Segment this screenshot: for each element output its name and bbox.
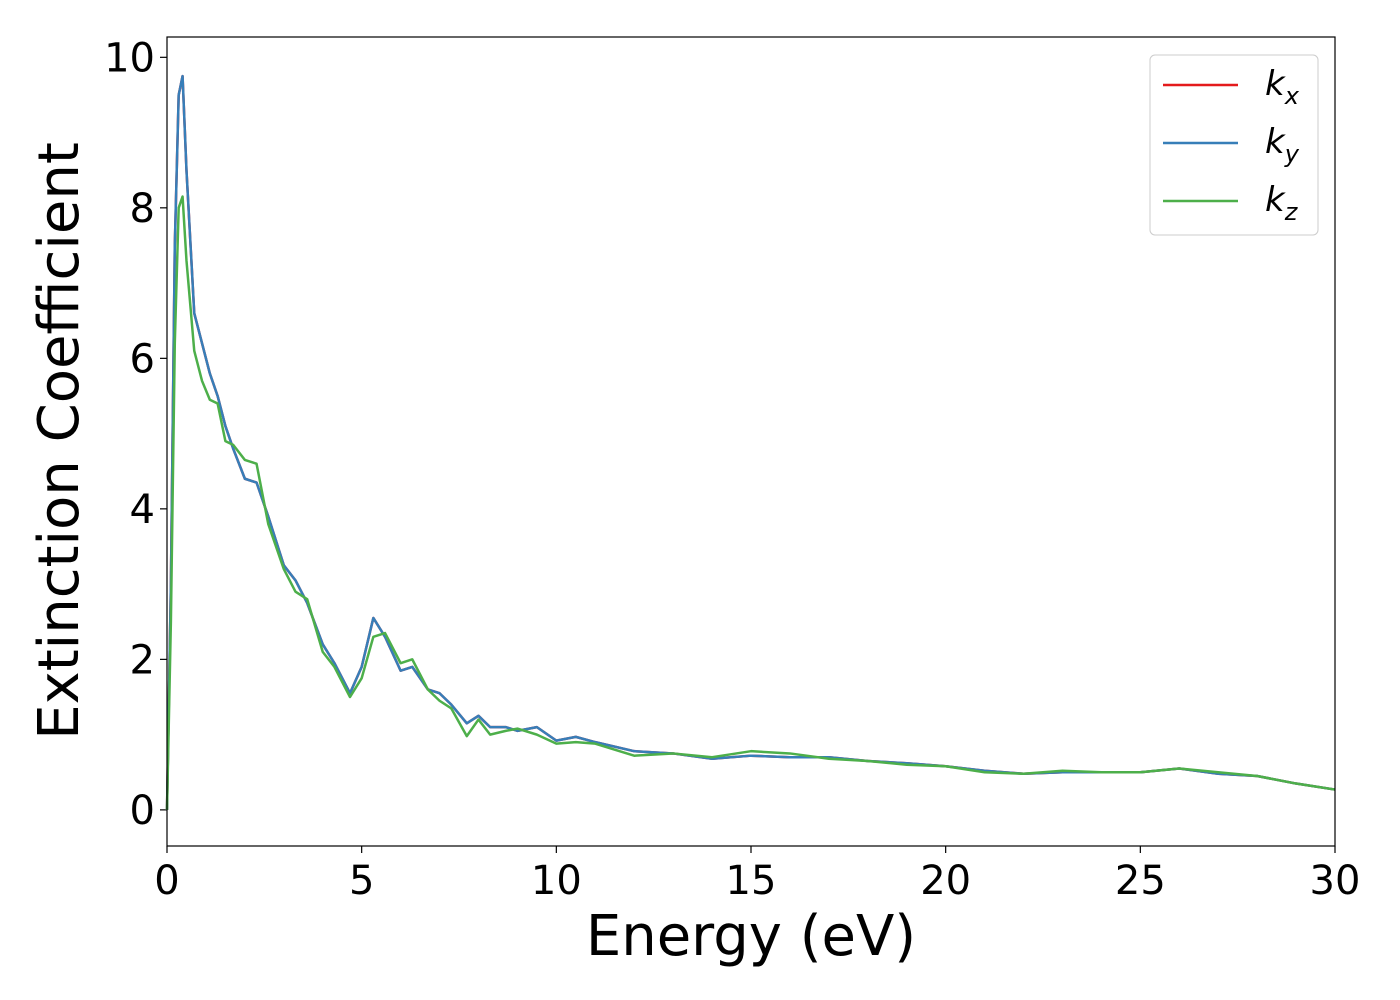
data-line — [165, 195, 1336, 810]
legend-label: ky — [1265, 122, 1300, 168]
legend-box — [1149, 54, 1319, 236]
x-tick-label: 5 — [349, 858, 374, 904]
x-tick-label: 0 — [154, 858, 179, 904]
x-axis-label: Energy (eV) — [586, 904, 916, 969]
y-tick-label: 8 — [130, 186, 155, 232]
x-tick-label: 20 — [920, 858, 971, 904]
x-tick-label: 10 — [531, 858, 582, 904]
y-tick-label: 0 — [130, 788, 155, 834]
y-tick-label: 2 — [130, 637, 155, 683]
x-tick-label: 25 — [1115, 858, 1166, 904]
y-tick-label: 6 — [130, 336, 155, 382]
legend-label: kx — [1265, 64, 1300, 110]
y-tick-label: 4 — [130, 487, 155, 533]
legend-label: kz — [1265, 180, 1299, 226]
plot-frame — [166, 36, 1336, 847]
y-axis-label: Extinction Coefficient — [27, 142, 92, 740]
y-tick-label: 10 — [104, 35, 155, 81]
x-tick-label: 15 — [726, 858, 777, 904]
x-tick-label: 30 — [1310, 858, 1361, 904]
